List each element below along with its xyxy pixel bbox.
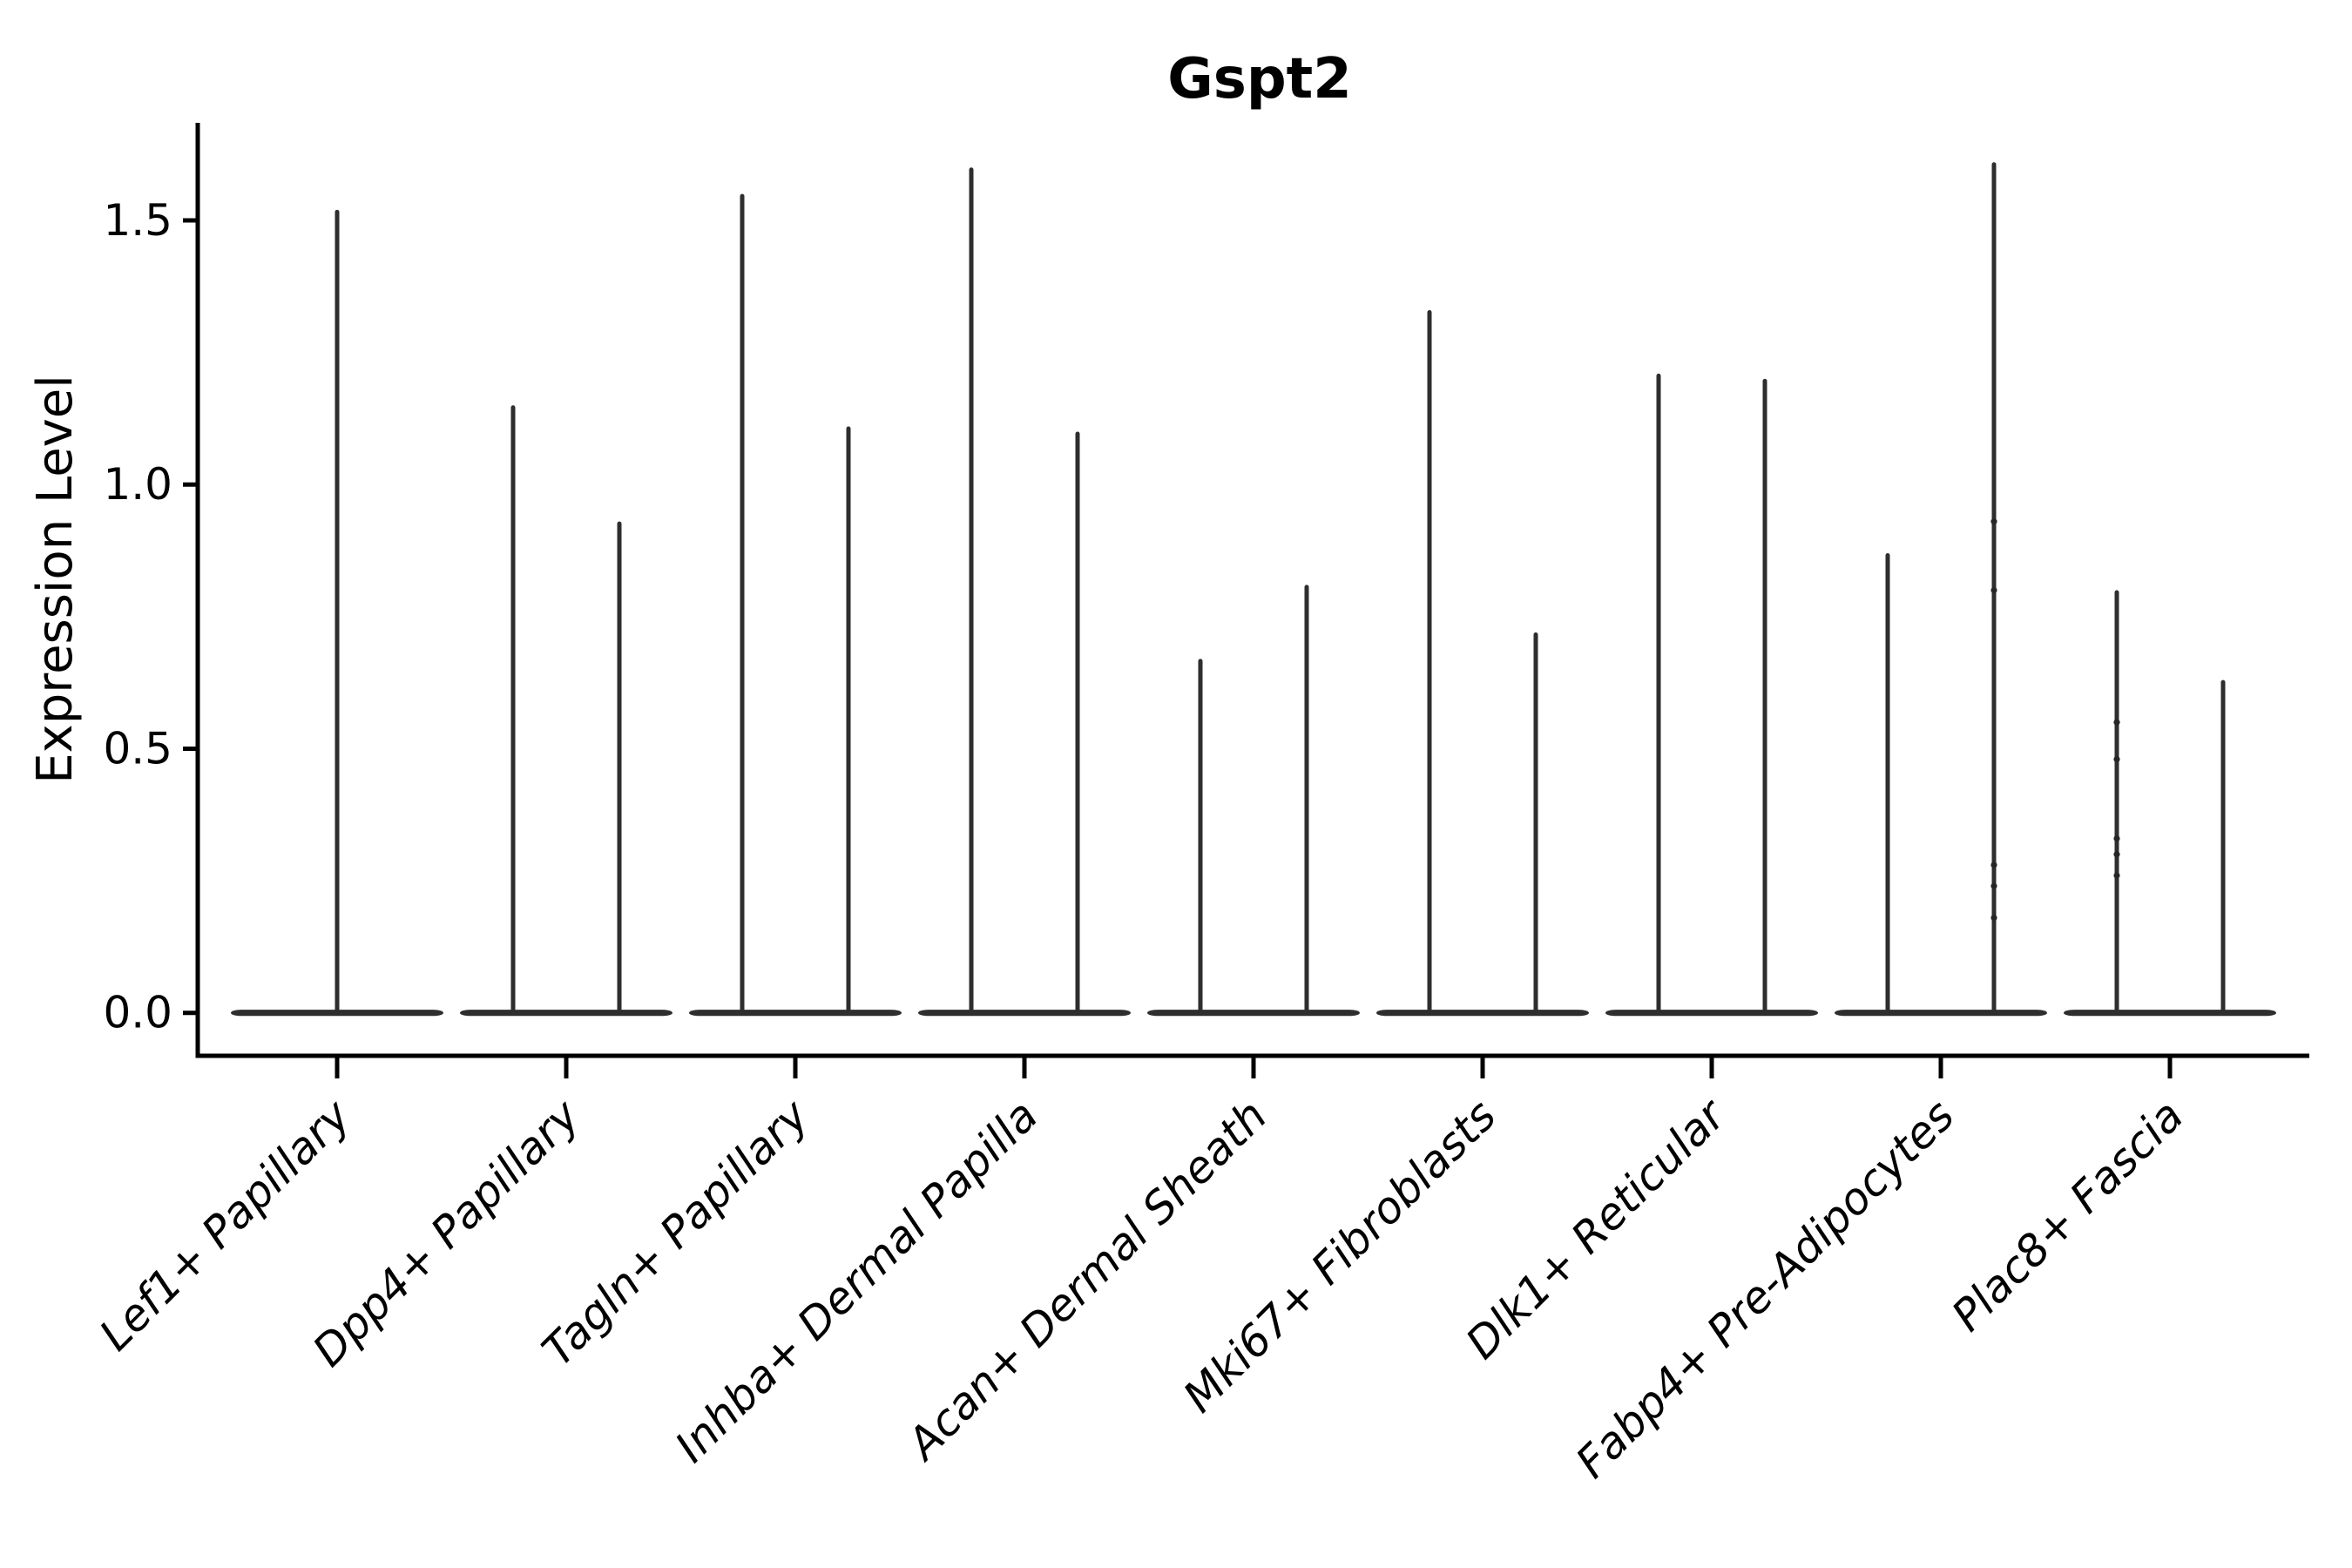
x-tick-label: Inhba+ Dermal Papilla [666,1090,1047,1471]
violin-category-3 [689,193,902,1017]
violin-category-7 [1605,373,1818,1017]
violins-layer [231,162,2276,1017]
y-tick-label: 1.5 [103,195,172,246]
x-tick-label: Plac8+ Fascia [1943,1090,2193,1341]
violin-category-5 [1147,585,1360,1017]
y-tick-label: 1.0 [103,459,172,510]
axes-layer [183,123,2309,1078]
chart-title: Gspt2 [1167,47,1352,112]
expression-point [2113,719,2120,726]
violin-category-1 [231,209,443,1017]
violin-zero-band [1147,1010,1360,1017]
expression-point [2113,835,2120,842]
violin-category-6 [1376,310,1589,1017]
expression-point [1990,518,1997,525]
violin-zero-band [918,1010,1131,1017]
expression-point [1990,862,1997,868]
violin-zero-band [1605,1010,1818,1017]
x-tick-label: Acan+ Dermal Sheath [896,1090,1277,1470]
violin-category-4 [918,167,1131,1017]
x-tick-label: Lef1+ Papillary [90,1089,361,1360]
expression-point [1990,586,1997,594]
violin-zero-band [689,1010,902,1017]
y-tick-label: 0.0 [103,988,172,1038]
violin-category-2 [460,405,672,1017]
expression-point [2113,872,2120,879]
expression-point [1990,914,1997,922]
violin-category-9 [2064,590,2276,1017]
violin-zero-band [460,1010,672,1017]
violin-zero-band [2064,1010,2276,1017]
expression-point [2113,755,2120,763]
violin-category-8 [1835,162,2047,1017]
expression-point [2113,851,2120,858]
y-tick-label: 0.5 [103,723,172,774]
x-tick-label: Fabp4+ Pre-Adipocytes [1566,1090,1964,1488]
violin-zero-band [1835,1010,2047,1017]
expression-point [1990,882,1997,889]
violin-zero-band [1376,1010,1589,1017]
y-axis-label: Expression Level [27,375,84,784]
